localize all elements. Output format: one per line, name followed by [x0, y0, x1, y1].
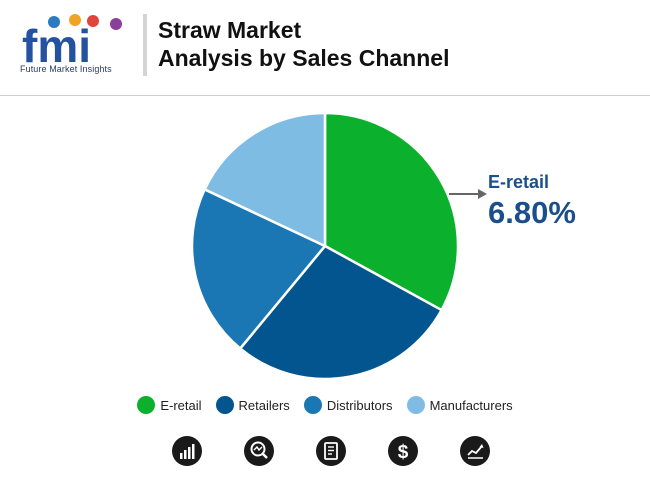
bar-chart-icon[interactable] [172, 436, 202, 466]
legend-item-manufacturers: Manufacturers [406, 396, 513, 414]
callout-value: 6.80% [488, 195, 576, 230]
page-title: Straw Market Analysis by Sales Channel [158, 16, 558, 72]
header: fmi Future Market Insights Straw Market … [0, 0, 650, 96]
pie-slices [190, 111, 460, 381]
legend: E-retail Retailers Distributors Manufact… [0, 394, 650, 416]
header-rule [0, 95, 650, 96]
logo-text: fmi [22, 20, 91, 72]
trend-chart-icon[interactable] [460, 436, 490, 466]
pie-chart [190, 111, 487, 381]
legend-swatch-distributors [303, 396, 322, 414]
pie-slice-retailers [238, 244, 444, 381]
pie-slice-distributors [190, 187, 327, 351]
footer-icons: $ [0, 436, 650, 470]
callout-label: E-retail [488, 172, 550, 192]
legend-label-distributors: Distributors [326, 397, 393, 413]
legend-item-e-retail: E-retail [137, 396, 202, 414]
legend-swatch-retailers [215, 396, 234, 414]
title-line-1: Straw Market [158, 17, 302, 43]
legend-item-distributors: Distributors [303, 396, 393, 414]
magnify-chart-icon[interactable] [244, 436, 274, 466]
legend-swatch-e-retail [137, 396, 156, 414]
callout-arrow-head [478, 189, 487, 199]
svg-text:$: $ [398, 442, 409, 463]
pie-slice-e-retail [323, 111, 460, 312]
logo-dot-2 [69, 14, 81, 26]
fmi-logo: fmi [22, 14, 122, 72]
legend-label-manufacturers: Manufacturers [429, 397, 513, 413]
logo-dot-4 [110, 18, 122, 30]
legend-item-retailers: Retailers [215, 396, 290, 414]
dollar-icon[interactable]: $ [388, 436, 418, 466]
legend-swatch-manufacturers [406, 396, 425, 414]
header-divider [143, 14, 147, 76]
logo-subtitle: Future Market Insights [20, 64, 112, 74]
title-line-2: Analysis by Sales Channel [158, 45, 450, 71]
legend-label-retailers: Retailers [238, 397, 290, 413]
legend-label-e-retail: E-retail [160, 397, 202, 413]
document-icon[interactable] [316, 436, 346, 466]
logo-dot-3 [87, 15, 99, 27]
pie-slice-manufacturers [202, 111, 327, 248]
logo-dot-1 [48, 16, 60, 28]
